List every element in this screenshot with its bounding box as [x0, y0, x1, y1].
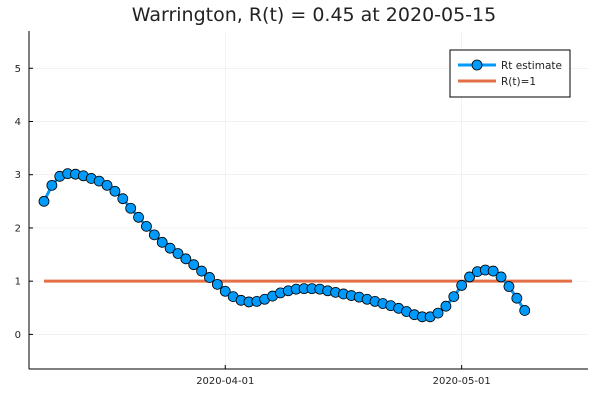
- y-tick-label: 5: [15, 64, 21, 75]
- rt-estimate-point: [38, 195, 50, 207]
- legend-rt-estimate-label: Rt estimate: [501, 60, 562, 72]
- rt-estimate-point: [503, 281, 515, 292]
- rt-estimate-point: [487, 265, 499, 277]
- legend-rt-estimate-marker: [471, 59, 483, 71]
- rt-estimate-point: [219, 285, 231, 297]
- rt-estimate-point: [432, 307, 444, 319]
- rt-estimate-point: [141, 220, 152, 232]
- rt-estimate-point: [125, 202, 137, 214]
- legend-box: [449, 49, 571, 98]
- rt-estimate-point: [511, 292, 523, 304]
- x-tick-label: 2020-04-01: [196, 376, 254, 387]
- axes: 0 1 2 3 4 5 2020-04-01 2020-05-01: [15, 31, 588, 387]
- rt-estimate-point: [204, 272, 215, 283]
- chart-title: Warrington, R(t) = 0.45 at 2020-05-15: [132, 4, 496, 26]
- y-tick-label: 2: [15, 223, 21, 234]
- rt-estimate-point: [196, 265, 208, 277]
- rt-estimate-point: [180, 253, 192, 265]
- rt-estimate-point: [172, 248, 184, 259]
- rt-estimate-point: [148, 229, 160, 241]
- rt-estimate-point: [519, 305, 531, 316]
- series-layer: [38, 168, 572, 323]
- rt-estimate-point: [46, 179, 58, 191]
- legend: Rt estimate R(t)=1: [449, 49, 571, 98]
- rt-estimate-point: [448, 291, 460, 303]
- rt-estimate-point: [164, 242, 176, 254]
- rt-estimate-point: [133, 211, 144, 223]
- rt-estimate-point: [101, 179, 113, 191]
- rt-estimate-point: [456, 280, 468, 291]
- y-tick-label: 3: [15, 170, 21, 181]
- rt-estimate-point: [464, 271, 475, 283]
- y-tick-label: 4: [15, 117, 21, 128]
- y-tick-label: 0: [15, 330, 21, 341]
- rt-estimate-point: [109, 185, 121, 197]
- rt-estimate-point: [440, 300, 452, 312]
- rt-estimate-point: [211, 278, 223, 290]
- rt-estimate-point: [495, 271, 507, 283]
- rt-estimate-point: [156, 236, 168, 248]
- x-tick-label: 2020-05-01: [433, 376, 491, 387]
- rt-estimate-point: [188, 259, 200, 271]
- y-tick-label: 1: [15, 277, 21, 288]
- legend-rt1-label: R(t)=1: [501, 76, 536, 88]
- rt-estimate-point: [117, 193, 129, 205]
